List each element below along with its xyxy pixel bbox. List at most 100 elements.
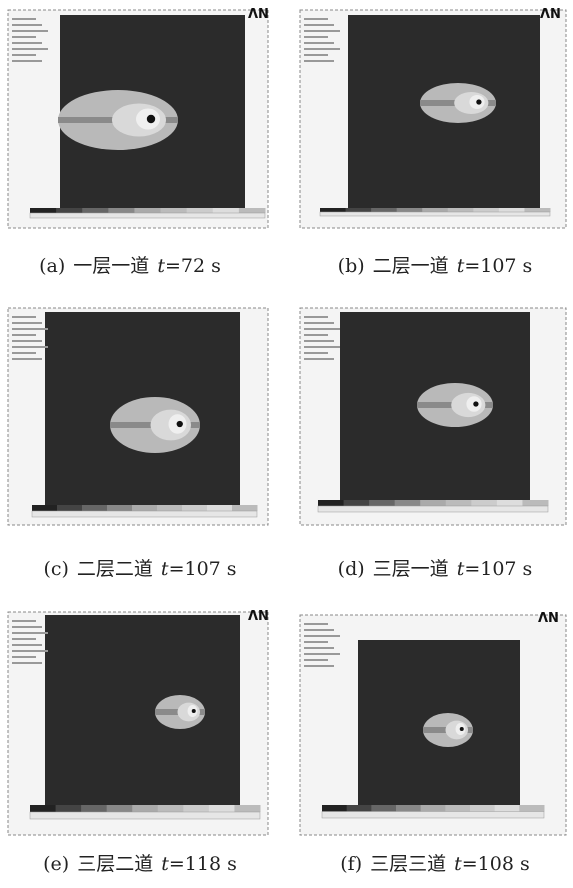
logo: ΛN: [248, 7, 269, 22]
color-bar-segment: [420, 805, 446, 812]
caption-var: t: [457, 558, 465, 580]
legend-line: [12, 620, 36, 622]
legend-line: [304, 641, 328, 643]
color-bar-segment: [207, 505, 233, 511]
color-bar-segment: [234, 805, 261, 812]
color-bar-segment: [183, 805, 210, 812]
color-bar-segment: [494, 805, 520, 812]
caption-name: 一层一道: [73, 255, 149, 277]
caption: (d) 三层一道 t=107 s: [338, 558, 533, 580]
legend-line: [304, 623, 328, 625]
caption-time: =108 s: [462, 853, 530, 875]
caption: (f) 三层三道 t=108 s: [340, 853, 530, 875]
color-bar-segment: [107, 505, 133, 511]
color-bar-segment: [106, 805, 133, 812]
caption-label: (e): [43, 853, 69, 875]
panel: ΛN (f) 三层三道 t=108 s: [299, 611, 567, 875]
legend-line: [12, 650, 48, 652]
color-bar-segment: [473, 208, 500, 212]
color-bar-segment: [157, 505, 183, 511]
panel: (d) 三层一道 t=107 s: [299, 307, 567, 580]
caption-var: t: [457, 255, 465, 277]
color-bar-segment: [132, 505, 158, 511]
legend-line: [12, 358, 42, 360]
color-bar-segment: [519, 805, 545, 812]
legend-line: [12, 352, 36, 354]
color-bar-segment: [445, 805, 471, 812]
color-bar-segment: [55, 805, 82, 812]
hot-spot: [146, 114, 156, 124]
color-bar-segment: [182, 505, 208, 511]
caption-name: 三层二道: [77, 853, 153, 875]
legend-line: [304, 653, 340, 655]
color-bar-segment: [445, 500, 472, 506]
color-bar-scale: [31, 510, 258, 518]
legend-line: [12, 662, 42, 664]
hot-spot: [476, 99, 482, 105]
legend-line: [304, 635, 340, 637]
caption-var: t: [454, 853, 462, 875]
logo: ΛN: [540, 7, 561, 22]
legend-line: [304, 358, 334, 360]
color-bar-segment: [396, 805, 422, 812]
color-bar-segment: [108, 208, 135, 213]
legend-line: [12, 328, 48, 330]
color-bar-segment: [208, 805, 235, 812]
color-bar-segment: [422, 208, 449, 212]
color-bar-segment: [346, 805, 372, 812]
color-bar-segment: [186, 208, 214, 213]
legend-line: [12, 60, 42, 62]
caption: (c) 二层二道 t=107 s: [43, 558, 236, 580]
color-bar-segment: [394, 500, 421, 506]
caption-label: (d): [338, 558, 365, 580]
caption-time: =118 s: [169, 853, 237, 875]
color-bar-segment: [82, 208, 109, 213]
color-bar-scale: [29, 811, 261, 820]
legend-line: [12, 42, 42, 44]
color-bar-segment: [396, 208, 423, 212]
color-bar-segment: [371, 208, 398, 212]
panel: (c) 二层二道 t=107 s: [7, 307, 269, 580]
logo: ΛN: [538, 611, 559, 626]
legend-line: [304, 316, 328, 318]
legend-line: [12, 638, 36, 640]
legend-line: [304, 322, 334, 324]
color-bar-scale: [319, 211, 551, 217]
temperature-field: [45, 615, 240, 805]
caption-time: =107 s: [464, 255, 532, 277]
hot-spot: [473, 401, 479, 407]
legend-line: [304, 334, 328, 336]
color-bar-segment: [57, 505, 83, 511]
color-bar-segment: [134, 208, 162, 213]
legend-line: [12, 644, 42, 646]
color-bar-scale: [29, 212, 266, 219]
panel: ΛN (e) 三层二道 t=118 s: [7, 609, 269, 875]
caption-time: =72 s: [165, 255, 221, 277]
legend-line: [304, 346, 340, 348]
legend-line: [12, 36, 36, 38]
color-bar-segment: [238, 208, 266, 213]
color-bar-segment: [322, 805, 348, 812]
legend-line: [304, 352, 328, 354]
legend-line: [304, 659, 328, 661]
caption-name: 二层二道: [77, 558, 153, 580]
caption-label: (c): [43, 558, 68, 580]
hot-spot: [191, 709, 196, 713]
color-bar-segment: [56, 208, 83, 213]
color-bar-scale: [321, 811, 545, 819]
caption-label: (b): [338, 255, 365, 277]
legend-line: [12, 340, 42, 342]
color-bar-segment: [447, 208, 474, 212]
caption-label: (a): [39, 255, 65, 277]
color-bar-segment: [496, 500, 523, 506]
caption: (b) 二层一道 t=107 s: [338, 255, 533, 277]
legend-line: [12, 48, 48, 50]
color-bar-segment: [82, 505, 108, 511]
color-bar-segment: [522, 500, 549, 506]
legend-line: [12, 24, 42, 26]
color-bar-segment: [343, 500, 370, 506]
caption-var: t: [161, 853, 169, 875]
legend-line: [304, 18, 328, 20]
panel: ΛN (b) 二层一道 t=107 s: [299, 7, 567, 277]
